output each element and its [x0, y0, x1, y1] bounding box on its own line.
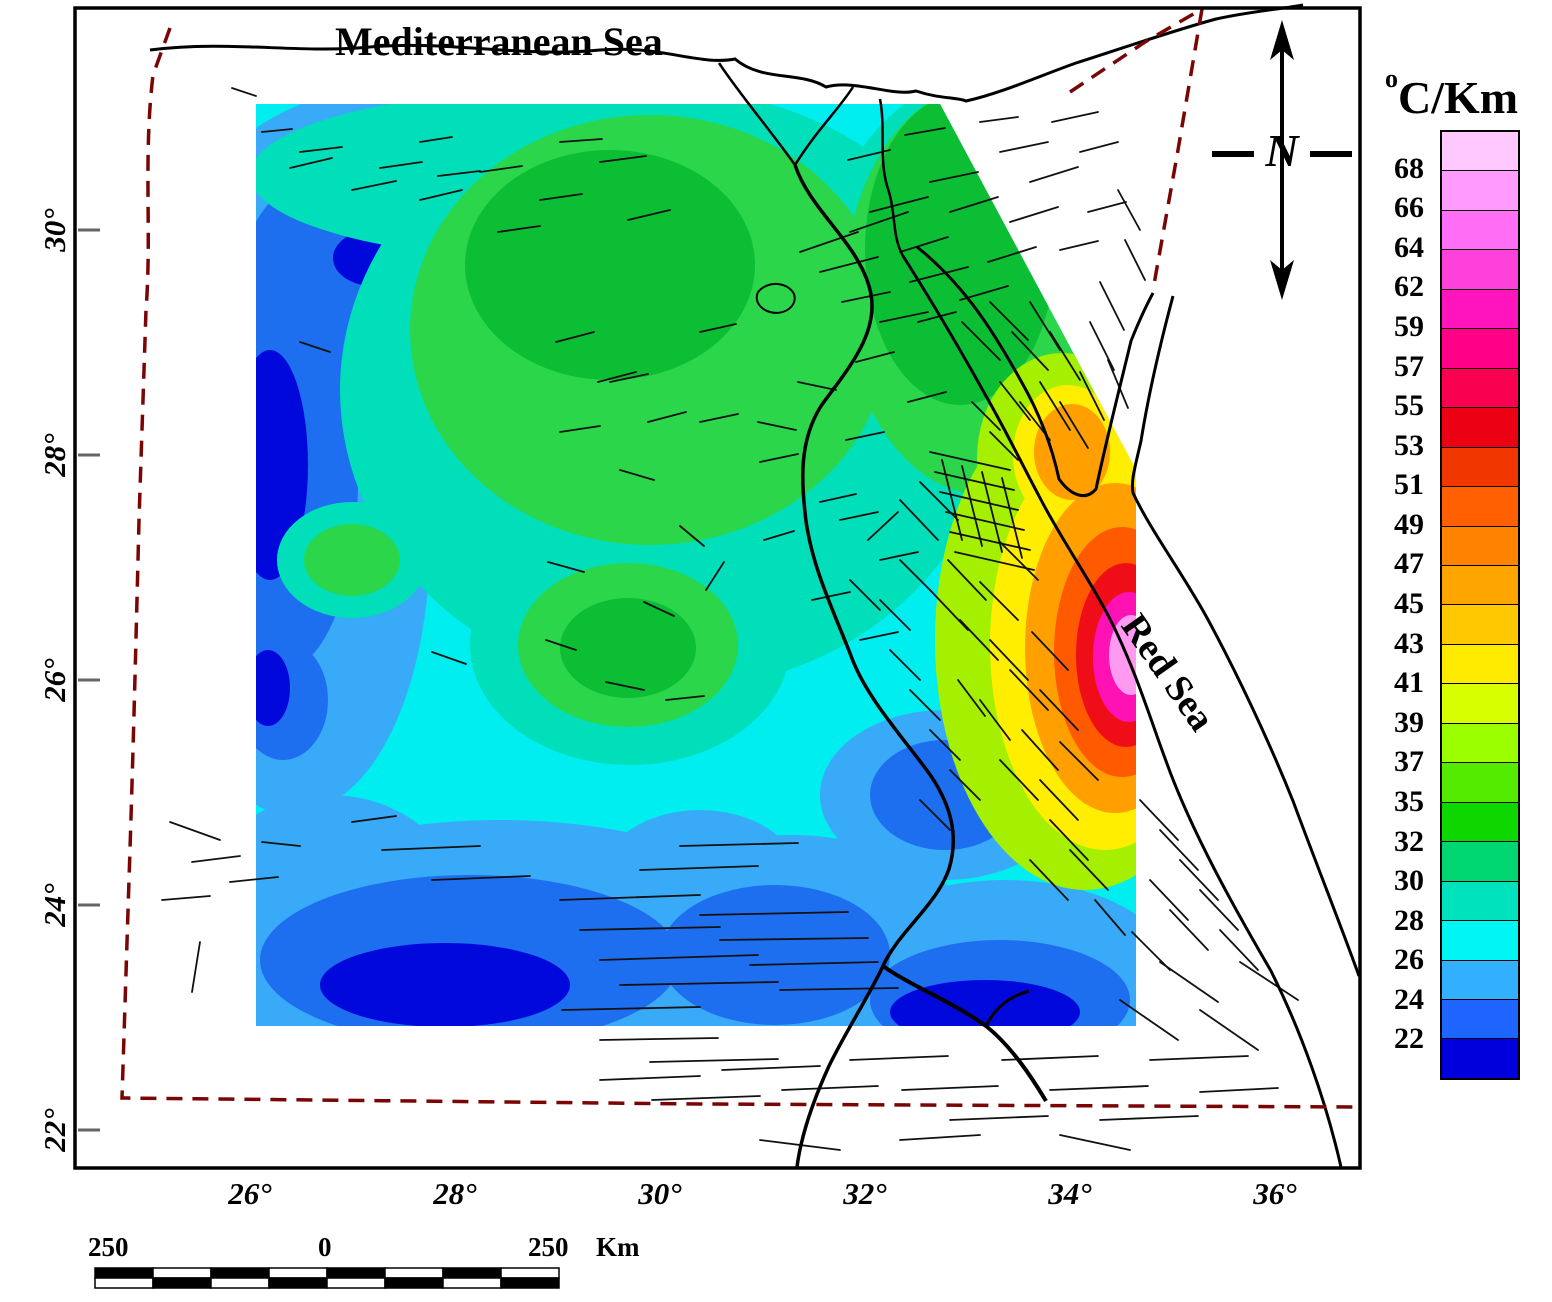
legend-value: 30	[1394, 864, 1424, 898]
scalebar-zero-value: 0	[318, 1232, 332, 1262]
legend-value: 55	[1394, 389, 1424, 423]
legend-value: 59	[1394, 309, 1424, 343]
contour-fill-region	[256, 104, 1136, 1026]
legend-degree-symbol: o	[1385, 64, 1398, 93]
mediterranean-sea-label: Mediterranean Sea	[335, 19, 663, 64]
legend-value: 37	[1394, 745, 1424, 779]
legend-value: 64	[1394, 230, 1424, 264]
legend-color-cell	[1442, 723, 1518, 764]
nile-river	[717, 62, 1048, 1168]
legend-color-cell	[1442, 644, 1518, 685]
legend-value: 35	[1394, 784, 1424, 818]
legend-value: 62	[1394, 270, 1424, 304]
legend-color-cell	[1442, 526, 1518, 566]
latitude-label: 22°	[37, 1108, 72, 1152]
legend-color-cell	[1442, 250, 1518, 290]
legend-color-cell	[1442, 842, 1518, 882]
legend-color-cell	[1442, 1039, 1518, 1078]
legend-color-cell	[1442, 802, 1518, 843]
legend-color-cell	[1442, 368, 1518, 409]
north-arrow-icon	[1212, 20, 1352, 300]
scale-bar	[94, 1267, 560, 1289]
legend-color-cell	[1442, 210, 1518, 251]
map-frame	[73, 6, 1362, 1170]
longitude-label: 28°	[433, 1176, 477, 1211]
legend-color-cell	[1442, 171, 1518, 211]
scalebar-right-value: 250	[528, 1232, 569, 1262]
legend-color-cell	[1442, 999, 1518, 1040]
fault-lines	[161, 87, 1299, 1151]
country-border-dashed	[120, 7, 1357, 1109]
legend-value: 32	[1394, 824, 1424, 858]
legend-value: 49	[1394, 507, 1424, 541]
legend-color-cell	[1442, 487, 1518, 527]
legend-color-cell	[1442, 605, 1518, 645]
scalebar-left-value: 250	[88, 1232, 129, 1262]
longitude-label: 34°	[1048, 1176, 1092, 1211]
longitude-label: 32°	[843, 1176, 887, 1211]
longitude-label: 26°	[228, 1176, 272, 1211]
longitude-label: 36°	[1253, 1176, 1297, 1211]
legend-color-cell	[1442, 329, 1518, 369]
legend-value: 24	[1394, 982, 1424, 1016]
legend-value: 28	[1394, 903, 1424, 937]
legend-value: 57	[1394, 349, 1424, 383]
legend-title: oC/Km	[1385, 64, 1518, 124]
longitude-label: 30°	[638, 1176, 682, 1211]
north-letter: N	[1265, 125, 1299, 176]
legend-unit-text: C/Km	[1398, 72, 1519, 123]
legend-color-cell	[1442, 447, 1518, 488]
legend-value: 68	[1394, 151, 1424, 185]
legend-tick-labels: 68 66 64 62 59 57 55 53 51 49 47 45 43 41 39 37 35 32 30 28…	[1358, 130, 1430, 1080]
legend-color-cell	[1442, 565, 1518, 606]
legend-color-cell	[1442, 289, 1518, 330]
legend-value: 39	[1394, 705, 1424, 739]
legend-color-cell	[1442, 921, 1518, 961]
legend-color-cell	[1442, 881, 1518, 922]
legend-value: 53	[1394, 428, 1424, 462]
coastlines	[149, 3, 1361, 1168]
legend-value: 22	[1394, 1022, 1424, 1056]
legend-color-cell	[1442, 132, 1518, 172]
legend-color-cell	[1442, 960, 1518, 1000]
legend-value: 26	[1394, 943, 1424, 977]
latitude-label: 26°	[37, 658, 72, 702]
legend-value: 45	[1394, 587, 1424, 620]
latitude-label: 24°	[37, 883, 72, 927]
legend-value: 51	[1394, 468, 1424, 502]
legend-value: 47	[1394, 547, 1424, 581]
latitude-label: 28°	[37, 433, 72, 477]
legend-color-bar	[1440, 130, 1520, 1080]
legend-value: 43	[1394, 626, 1424, 660]
legend-value: 41	[1394, 666, 1424, 700]
legend-color-cell	[1442, 408, 1518, 448]
legend-color-cell	[1442, 684, 1518, 724]
latitude-label: 30°	[37, 208, 72, 252]
scalebar-unit: Km	[596, 1232, 640, 1262]
legend-color-cell	[1442, 763, 1518, 803]
legend-value: 66	[1394, 191, 1424, 225]
